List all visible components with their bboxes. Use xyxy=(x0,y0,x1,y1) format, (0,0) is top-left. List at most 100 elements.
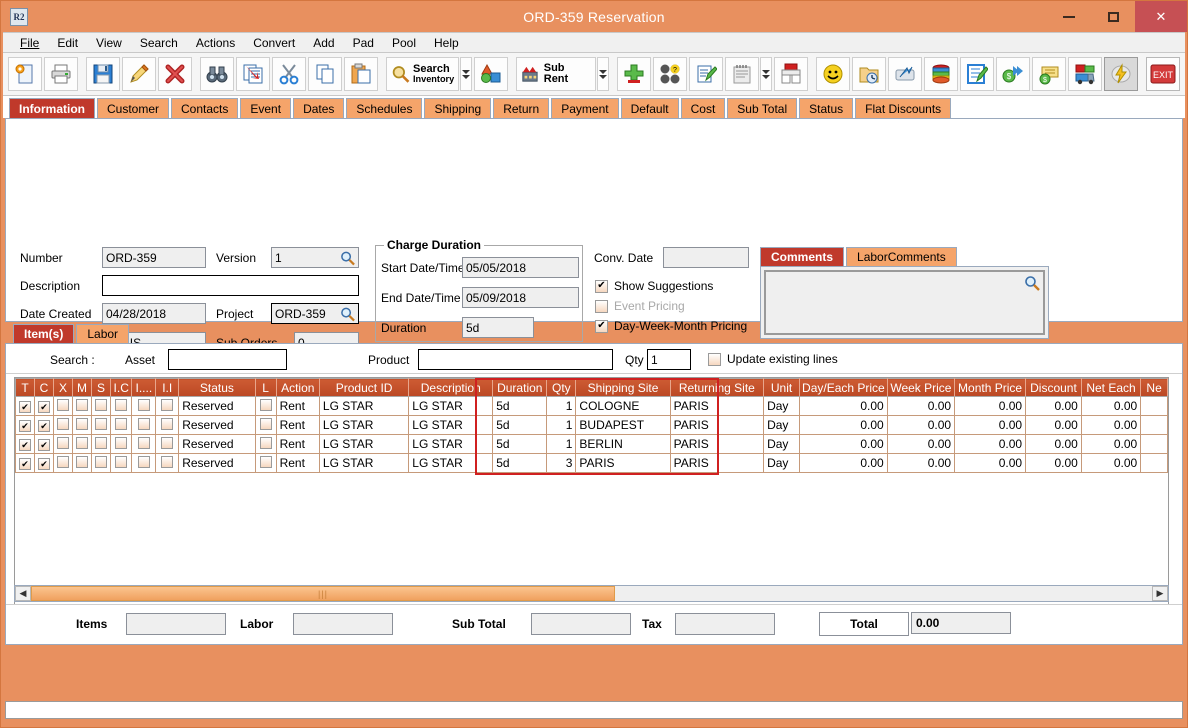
col-description[interactable]: Description xyxy=(408,378,494,397)
add-plus-icon[interactable] xyxy=(617,57,652,91)
menu-view[interactable]: View xyxy=(87,34,131,52)
scroll-left-button[interactable]: ◀ xyxy=(15,586,31,601)
asset-input[interactable] xyxy=(168,349,287,370)
cell-l[interactable] xyxy=(254,434,277,454)
comments-box[interactable] xyxy=(760,266,1049,339)
truck-delivery-icon[interactable] xyxy=(1068,57,1103,91)
menu-actions[interactable]: Actions xyxy=(187,34,244,52)
group-query-icon[interactable]: ? xyxy=(653,57,688,91)
cell-net-each[interactable]: 0.00 xyxy=(1080,415,1142,435)
table-row[interactable]: ✔ ✔ Reserved Rent LG STAR LG STAR 5d 3 PARIS PARI… xyxy=(15,453,1168,473)
cell-returning-site[interactable]: PARIS xyxy=(669,434,765,454)
cell-qty[interactable]: 3 xyxy=(546,453,577,473)
col-net-each[interactable]: Net Each xyxy=(1080,378,1142,397)
cell-i4[interactable] xyxy=(131,434,157,454)
cell-day-each-price[interactable]: 0.00 xyxy=(799,396,888,416)
menu-edit[interactable]: Edit xyxy=(48,34,87,52)
cell-week-price[interactable]: 0.00 xyxy=(886,415,956,435)
date-created-field[interactable]: 04/28/2018 xyxy=(102,303,206,324)
cell-ic[interactable] xyxy=(109,415,133,435)
cell-product-id[interactable]: LG STAR xyxy=(318,415,410,435)
scroll-right-button[interactable]: ▶ xyxy=(1152,586,1168,601)
cell-duration[interactable]: 5d xyxy=(492,453,548,473)
sub-rent-icon[interactable]: Sub Rent xyxy=(516,57,597,91)
cell-day-each-price[interactable]: 0.00 xyxy=(799,415,888,435)
end-datetime-field[interactable]: 05/09/2018 xyxy=(462,287,579,308)
tab-information[interactable]: Information xyxy=(9,98,95,118)
cell-description[interactable]: LG STAR xyxy=(408,415,494,435)
items-grid[interactable]: T C X M S I.C I.... I.I Status L Action … xyxy=(14,377,1169,609)
cell-action[interactable]: Rent xyxy=(275,453,320,473)
cell-ii[interactable] xyxy=(155,396,180,416)
cell-x[interactable] xyxy=(53,415,73,435)
cell-description[interactable]: LG STAR xyxy=(408,434,494,454)
cell-ic[interactable] xyxy=(109,453,133,473)
cell-net[interactable] xyxy=(1140,453,1168,473)
cell-action[interactable]: Rent xyxy=(275,396,320,416)
tab-return[interactable]: Return xyxy=(493,98,550,118)
cell-returning-site[interactable]: PARIS xyxy=(669,415,765,435)
menu-search[interactable]: Search xyxy=(131,34,187,52)
cell-c[interactable]: ✔ xyxy=(34,434,54,454)
cell-discount[interactable]: 0.00 xyxy=(1025,415,1082,435)
cell-product-id[interactable]: LG STAR xyxy=(318,434,410,454)
col-i4[interactable]: I.... xyxy=(131,378,157,397)
project-search-icon[interactable] xyxy=(340,306,355,321)
tab-cost[interactable]: Cost xyxy=(680,98,726,118)
cell-t[interactable]: ✔ xyxy=(15,434,35,454)
cell-week-price[interactable]: 0.00 xyxy=(886,453,956,473)
cell-action[interactable]: Rent xyxy=(275,434,320,454)
tab-schedules[interactable]: Schedules xyxy=(346,98,423,118)
day-week-month-pricing-checkbox[interactable]: Day-Week-Month Pricing xyxy=(595,319,747,333)
cell-m[interactable] xyxy=(72,415,92,435)
exit-icon[interactable]: EXIT xyxy=(1145,57,1180,91)
col-x[interactable]: X xyxy=(53,378,73,397)
cell-l[interactable] xyxy=(254,396,277,416)
cell-m[interactable] xyxy=(72,453,92,473)
document-arrow-icon[interactable] xyxy=(235,57,270,91)
cell-action[interactable]: Rent xyxy=(275,415,320,435)
tab-shipping[interactable]: Shipping xyxy=(424,98,492,118)
project-field[interactable]: ORD-359 xyxy=(271,303,359,324)
col-net[interactable]: Ne xyxy=(1140,378,1168,397)
menu-file[interactable]: File xyxy=(11,34,48,52)
tab-labor[interactable]: Labor xyxy=(76,324,130,343)
cell-s[interactable] xyxy=(91,396,111,416)
tax-field[interactable] xyxy=(675,613,775,635)
cell-ii[interactable] xyxy=(155,434,180,454)
tab-dates[interactable]: Dates xyxy=(293,98,345,118)
cell-product-id[interactable]: LG STAR xyxy=(318,396,410,416)
cell-month-price[interactable]: 0.00 xyxy=(954,396,1027,416)
col-t[interactable]: T xyxy=(15,378,35,397)
cell-s[interactable] xyxy=(91,415,111,435)
col-ii[interactable]: I.I xyxy=(155,378,180,397)
cell-week-price[interactable]: 0.00 xyxy=(886,396,956,416)
scrollbar-thumb[interactable]: ||| xyxy=(31,586,615,601)
cell-week-price[interactable]: 0.00 xyxy=(886,434,956,454)
cell-status[interactable]: Reserved xyxy=(178,415,256,435)
col-s[interactable]: S xyxy=(91,378,111,397)
col-qty[interactable]: Qty xyxy=(546,378,577,397)
total-button[interactable]: Total xyxy=(819,612,909,636)
cell-c[interactable]: ✔ xyxy=(34,396,54,416)
tab-items[interactable]: Item(s) xyxy=(13,324,75,343)
table-row[interactable]: ✔ ✔ Reserved Rent LG STAR LG STAR 5d 1 COLOGNE PA… xyxy=(15,396,1168,416)
cell-l[interactable] xyxy=(254,415,277,435)
grid-horizontal-scrollbar[interactable]: ◀ ||| ▶ xyxy=(14,585,1169,602)
cell-unit[interactable]: Day xyxy=(763,396,801,416)
form-edit-icon[interactable] xyxy=(960,57,995,91)
cell-duration[interactable]: 5d xyxy=(492,434,548,454)
col-l[interactable]: L xyxy=(254,378,277,397)
cell-shipping-site[interactable]: PARIS xyxy=(575,453,671,473)
cell-discount[interactable]: 0.00 xyxy=(1025,396,1082,416)
menu-help[interactable]: Help xyxy=(425,34,468,52)
cell-month-price[interactable]: 0.00 xyxy=(954,453,1027,473)
cell-duration[interactable]: 5d xyxy=(492,415,548,435)
col-unit[interactable]: Unit xyxy=(763,378,801,397)
cell-status[interactable]: Reserved xyxy=(178,453,256,473)
notepad-icon[interactable] xyxy=(725,57,760,91)
cell-t[interactable]: ✔ xyxy=(15,415,35,435)
cell-discount[interactable]: 0.00 xyxy=(1025,434,1082,454)
cell-c[interactable]: ✔ xyxy=(34,415,54,435)
cell-shipping-site[interactable]: COLOGNE xyxy=(575,396,671,416)
